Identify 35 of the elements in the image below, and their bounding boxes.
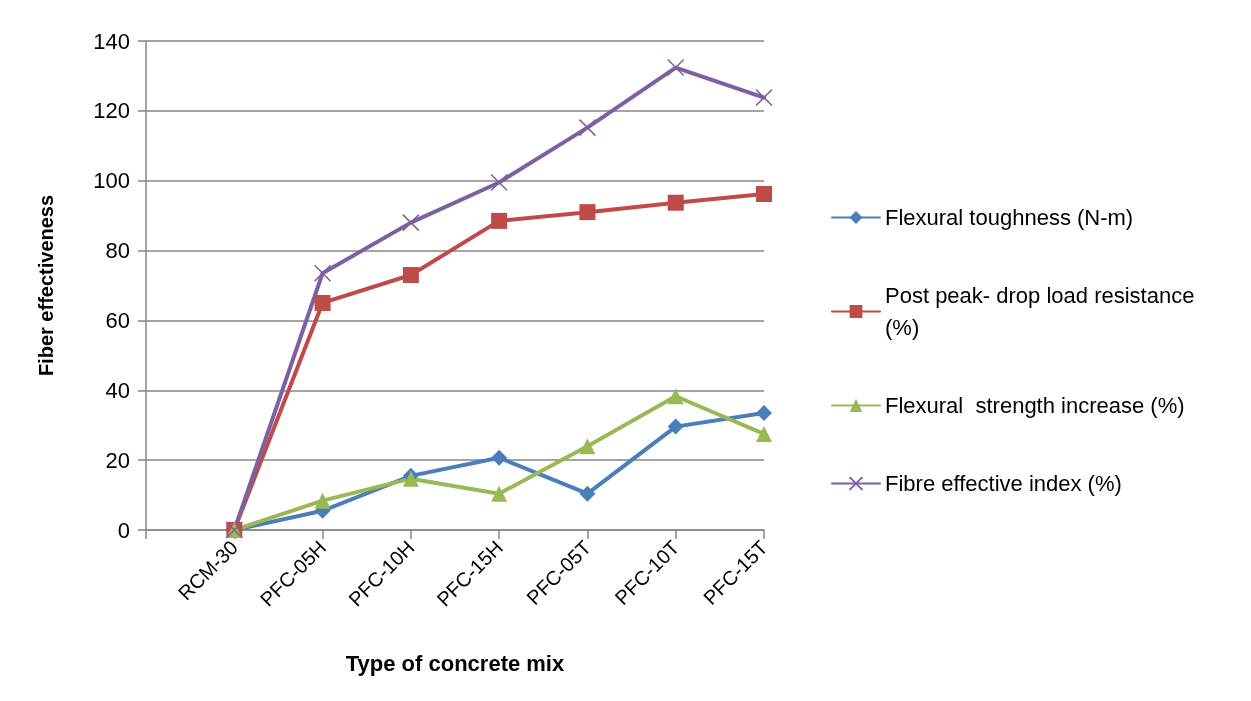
point: [667, 194, 684, 211]
point: [579, 485, 596, 502]
legend-label: Fibre effective index (%): [885, 471, 1122, 496]
point: [491, 485, 508, 502]
point: [314, 294, 331, 311]
point: [578, 118, 597, 137]
point: [491, 449, 508, 466]
point: [756, 185, 772, 202]
legend-label: Flexural strength increase (%): [885, 393, 1185, 418]
y-tick-label: 120: [93, 98, 130, 124]
point: [402, 213, 420, 232]
y-tick-label: 60: [105, 307, 130, 333]
point: [755, 88, 773, 107]
point: [314, 492, 331, 509]
point: [313, 264, 332, 283]
point: [579, 438, 596, 455]
y-tick-label: 0: [117, 517, 130, 543]
y-tick-label: 140: [93, 28, 130, 54]
point: [579, 204, 596, 221]
legend-label: Flexural toughness (N-m): [885, 205, 1134, 230]
legend-label: Post peak- drop load resistance (%): [885, 283, 1201, 340]
point: [491, 212, 508, 229]
point: [490, 173, 508, 192]
y-tick-label: 20: [105, 447, 130, 473]
point: [756, 404, 772, 421]
point: [756, 425, 772, 442]
y-tick-label: 40: [105, 377, 130, 403]
point: [666, 58, 685, 77]
point: [667, 388, 684, 405]
y-tick-label: 100: [93, 168, 130, 194]
y-axis-title: Fiber effectiveness: [35, 194, 57, 377]
point: [667, 418, 684, 435]
x-axis-title: Type of concrete mix: [345, 650, 565, 676]
y-tick-label: 80: [105, 238, 130, 264]
point: [402, 267, 419, 284]
